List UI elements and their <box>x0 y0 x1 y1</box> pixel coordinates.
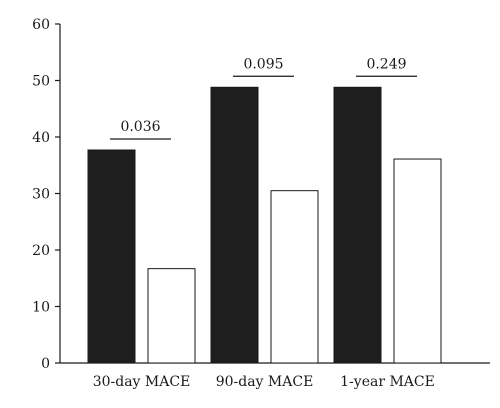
y-tick-label: 10 <box>32 300 50 316</box>
y-tick-label: 0 <box>41 356 50 372</box>
bar-light-1 <box>147 268 196 364</box>
y-tick-label: 60 <box>32 17 50 33</box>
p-value-label: 0.036 <box>120 119 160 135</box>
x-category-label: 1-year MACE <box>340 374 435 390</box>
x-category-label: 30-day MACE <box>93 374 191 390</box>
bar-dark-3 <box>333 86 382 364</box>
x-category-label: 90-day MACE <box>216 374 314 390</box>
p-value-label: 0.249 <box>366 56 406 72</box>
chart-bars <box>87 86 442 364</box>
y-tick-label: 30 <box>32 187 50 203</box>
bar-dark-2 <box>210 86 259 364</box>
chart-annotations: 0.036 0.095 0.249 <box>110 56 417 140</box>
bar-light-3 <box>393 158 442 364</box>
bar-dark-1 <box>87 149 136 364</box>
bar-light-2 <box>270 190 319 364</box>
y-tick-label: 50 <box>32 74 50 90</box>
p-value-label: 0.095 <box>243 56 283 72</box>
y-tick-label: 20 <box>32 243 50 259</box>
y-tick-label: 40 <box>32 130 50 146</box>
chart-axes: 0 10 20 30 40 50 60 30-day MACE 90-day MACE 1-yea… <box>32 17 490 390</box>
